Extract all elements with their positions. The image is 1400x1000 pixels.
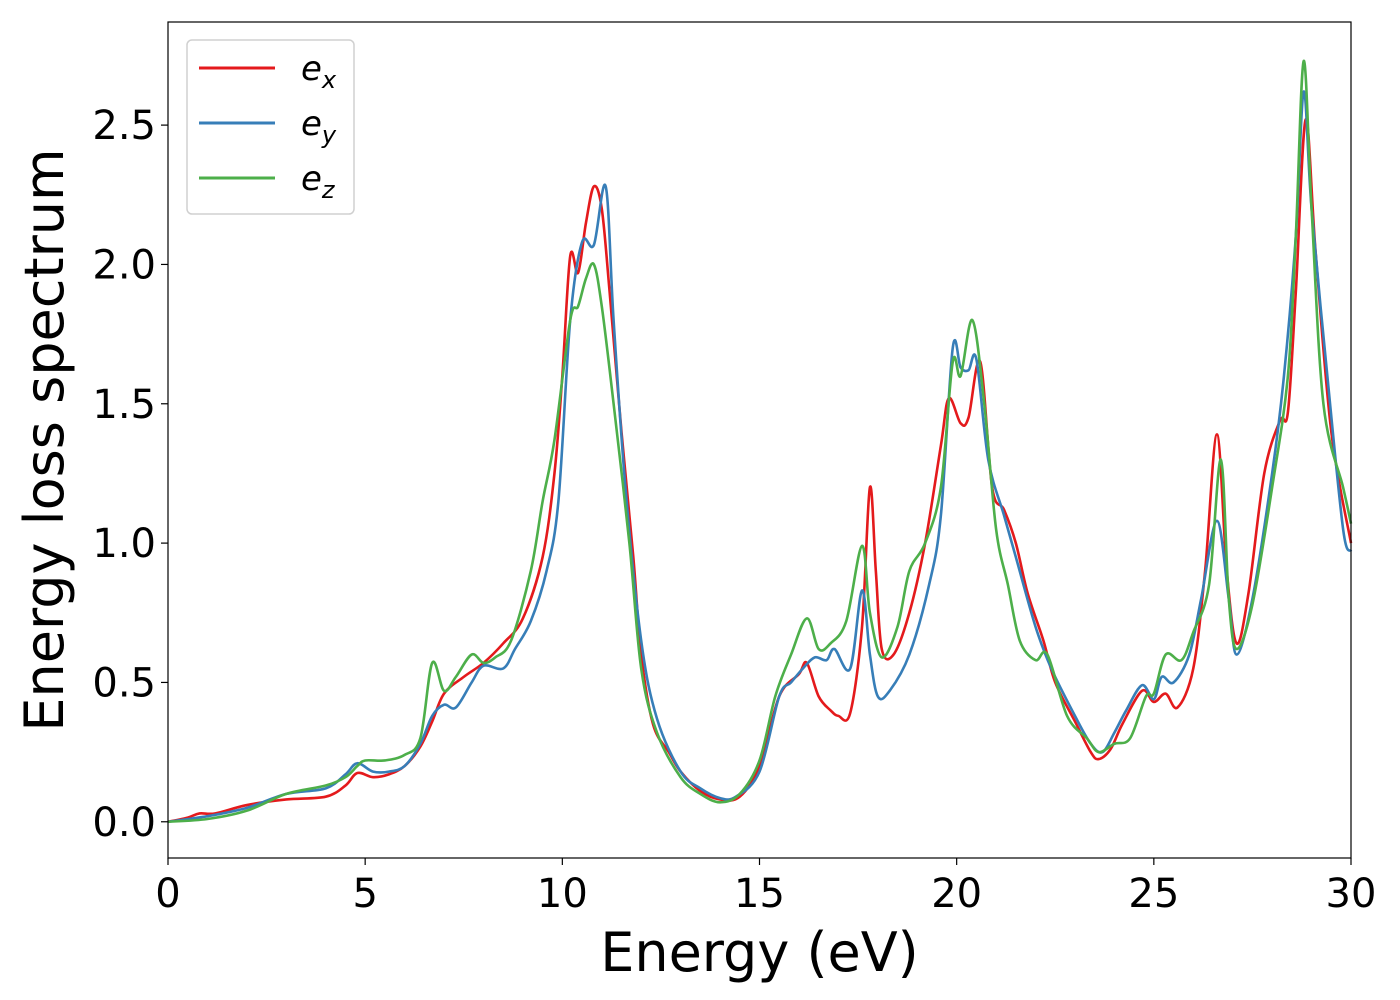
- x-tick-label: 0: [155, 871, 180, 917]
- x-tick-label: 10: [537, 871, 588, 917]
- legend-label-x: ex: [301, 49, 337, 94]
- y-tick-label: 0.0: [92, 800, 156, 846]
- x-tick-label: 25: [1128, 871, 1179, 917]
- x-tick-label: 15: [734, 871, 785, 917]
- y-tick-label: 2.5: [92, 103, 156, 149]
- x-axis-ticks: 0 5 10 15 20 25 30: [155, 858, 1376, 917]
- legend-box: [186, 39, 355, 215]
- legend-label-base: e: [301, 159, 322, 199]
- x-tick-label: 30: [1326, 871, 1377, 917]
- legend-label-subscript: x: [321, 66, 337, 94]
- series-line-z: [167, 59, 1353, 824]
- y-axis-title: Energy loss spectrum: [13, 148, 76, 731]
- legend-label-y: ey: [301, 104, 337, 149]
- plot-background: [168, 22, 1351, 858]
- series-layer: [167, 59, 1353, 824]
- y-tick-label: 2.0: [92, 242, 156, 288]
- legend-label-subscript: y: [321, 121, 337, 149]
- x-tick-label: 20: [931, 871, 982, 917]
- x-tick-label: 5: [352, 871, 377, 917]
- x-axis-title: Energy (eV): [600, 921, 919, 984]
- legend-label-base: e: [301, 104, 322, 144]
- y-tick-label: 1.5: [92, 382, 156, 428]
- legend-label-z: ez: [301, 159, 336, 204]
- y-axis-ticks: 0.0 0.5 1.0 1.5 2.0 2.5: [92, 103, 168, 846]
- y-tick-label: 1.0: [92, 521, 156, 567]
- y-tick-label: 0.5: [92, 660, 156, 706]
- legend-label-base: e: [301, 49, 322, 89]
- legend-label-subscript: z: [321, 176, 336, 204]
